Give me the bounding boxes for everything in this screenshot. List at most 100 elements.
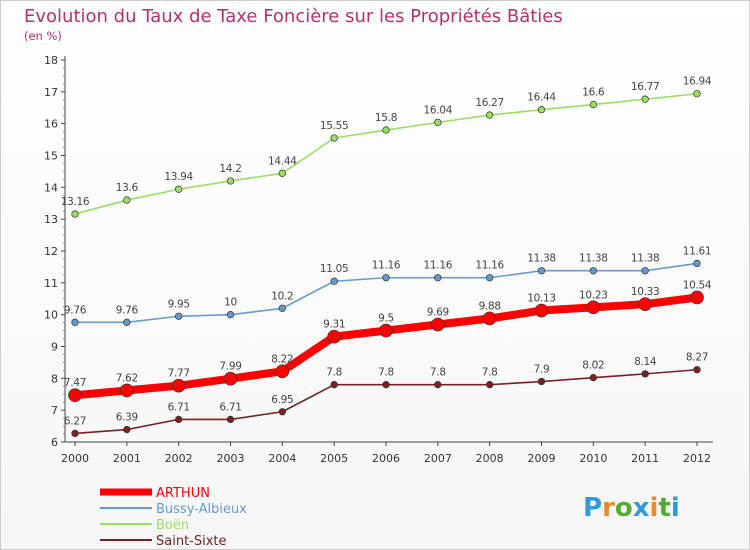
data-label: 7.47	[64, 377, 86, 389]
data-labels: 13.16 13.6 13.94 14.2 14.44 15.55 15.8 16.04 16.…	[61, 76, 712, 428]
data-point	[641, 267, 649, 275]
data-label: 7.8	[326, 367, 342, 379]
data-point	[382, 274, 390, 282]
data-point	[330, 381, 338, 389]
data-point	[327, 329, 341, 344]
data-point	[537, 267, 546, 275]
data-label: 16.04	[424, 104, 453, 116]
data-label: 13.94	[164, 171, 193, 183]
y-tick-label: 7	[51, 404, 58, 417]
x-tick-label: 2003	[217, 452, 245, 465]
data-point	[482, 311, 497, 326]
data-label: 6.71	[168, 401, 190, 413]
data-label: 10	[224, 297, 237, 309]
data-point	[534, 303, 549, 318]
data-point	[486, 111, 494, 119]
data-point	[226, 311, 235, 319]
logo-letter: i	[671, 493, 680, 523]
legend-label: Saint-Sixte	[156, 534, 227, 549]
proxiti-logo: Proxiti	[583, 493, 680, 523]
x-tick-label: 2002	[165, 452, 193, 465]
data-label: 10.2	[271, 290, 293, 302]
series-layer	[68, 90, 704, 438]
data-label: 16.94	[683, 76, 712, 88]
data-label: 6.71	[219, 401, 241, 413]
data-label: 11.61	[683, 245, 712, 257]
data-point	[71, 210, 79, 218]
x-tick-label: 2004	[268, 452, 296, 465]
y-tick-label: 13	[44, 213, 58, 226]
data-point	[693, 366, 701, 374]
data-label: 15.8	[375, 112, 397, 124]
legend-label: Bussy-Albieux	[156, 502, 247, 517]
data-point	[641, 95, 649, 103]
data-label: 9.88	[479, 300, 501, 312]
data-point	[71, 318, 79, 326]
logo-letter: o	[615, 493, 633, 523]
data-label: 8.14	[634, 356, 657, 368]
data-label: 9.95	[168, 298, 190, 310]
data-point	[693, 259, 701, 268]
data-label: 6.95	[271, 394, 293, 406]
x-tick-label: 2012	[683, 452, 711, 465]
logo-letter: P	[583, 493, 602, 523]
data-point	[379, 323, 393, 338]
data-label: 6.39	[116, 412, 138, 424]
y-tick-label: 11	[44, 277, 58, 290]
data-point	[638, 297, 652, 311]
x-tick-label: 2011	[631, 452, 659, 465]
data-label: 10.54	[683, 279, 712, 291]
data-point	[330, 134, 338, 142]
data-point	[68, 388, 82, 403]
x-tick-label: 2007	[424, 452, 452, 465]
data-point	[434, 274, 442, 282]
data-point	[693, 90, 701, 98]
data-point	[434, 118, 442, 127]
data-point	[175, 415, 183, 424]
legend-label: Boën	[156, 518, 189, 533]
data-label: 16.77	[631, 81, 660, 93]
data-point	[690, 290, 704, 305]
data-point	[589, 267, 597, 275]
logo-letter: x	[633, 493, 650, 523]
data-label: 8.22	[271, 353, 293, 365]
data-point	[275, 364, 290, 379]
data-label: 14.2	[219, 163, 241, 175]
data-point	[123, 425, 131, 434]
data-label: 11.16	[372, 260, 401, 272]
data-label: 11.16	[475, 260, 504, 272]
data-label: 16.44	[527, 92, 556, 104]
y-tick-label: 16	[44, 118, 58, 131]
data-point	[71, 429, 79, 438]
data-point	[226, 177, 235, 185]
data-point	[431, 317, 445, 332]
y-tick-label: 18	[44, 54, 58, 67]
data-point	[223, 371, 238, 386]
data-point	[123, 318, 131, 326]
data-point	[589, 100, 597, 109]
y-tick-label: 12	[44, 245, 58, 258]
y-tick-label: 15	[44, 150, 58, 163]
data-label: 9.31	[323, 319, 345, 331]
y-tick-label: 14	[44, 181, 58, 194]
chart-subtitle: (en %)	[24, 29, 62, 43]
data-label: 10.33	[631, 286, 660, 298]
data-label: 7.8	[430, 367, 446, 379]
data-point	[486, 381, 494, 389]
y-tick-label: 10	[44, 309, 58, 322]
data-point	[123, 196, 131, 204]
data-label: 7.62	[116, 372, 138, 384]
chart-title: Evolution du Taux de Taxe Foncière sur l…	[24, 6, 563, 27]
data-point	[382, 126, 390, 134]
data-point	[171, 378, 186, 393]
logo-text: Proxiti	[583, 493, 680, 523]
data-label: 15.55	[320, 120, 349, 132]
data-label: 7.8	[482, 367, 498, 379]
data-label: 6.27	[64, 415, 86, 427]
x-tick-label: 2009	[528, 452, 556, 465]
data-point	[278, 169, 286, 177]
data-point	[537, 377, 546, 386]
legend-label: ARTHUN	[156, 486, 210, 501]
y-tick-label: 8	[51, 372, 58, 385]
